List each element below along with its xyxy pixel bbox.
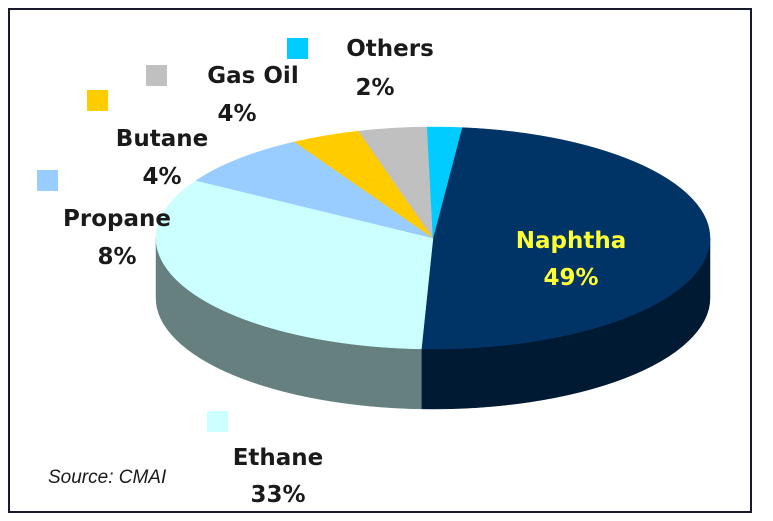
slice-value-butane: 4% xyxy=(142,164,181,190)
slice-name-naphtha: Naphtha xyxy=(516,228,627,254)
legend-marker-propane xyxy=(37,170,58,191)
slice-ethane xyxy=(155,180,434,350)
slice-labels: Naphtha 49% Ethane 33% Propane 8% Butane 4% Gas … xyxy=(63,36,626,508)
pie-tops xyxy=(155,126,711,350)
slice-value-naphtha: 49% xyxy=(543,265,598,291)
slice-value-ethane: 33% xyxy=(250,482,305,508)
slice-naphtha xyxy=(421,127,711,350)
legend-markers xyxy=(37,38,308,432)
legend-marker-others xyxy=(287,38,308,59)
slice-name-propane: Propane xyxy=(63,206,171,232)
slice-value-propane: 8% xyxy=(97,244,136,270)
legend-marker-ethane xyxy=(207,411,228,432)
slice-name-others: Others xyxy=(346,36,434,62)
slice-propane xyxy=(195,141,434,239)
slice-name-butane: Butane xyxy=(116,126,208,152)
slice-name-ethane: Ethane xyxy=(233,445,324,471)
slice-value-others: 2% xyxy=(355,75,394,101)
source-note: Source: CMAI xyxy=(48,467,167,488)
slice-name-gas-oil: Gas Oil xyxy=(207,63,298,89)
legend-marker-gas-oil xyxy=(146,65,167,86)
legend-marker-butane xyxy=(87,90,108,111)
slice-others xyxy=(426,126,463,239)
slice-value-gas-oil: 4% xyxy=(217,101,256,127)
